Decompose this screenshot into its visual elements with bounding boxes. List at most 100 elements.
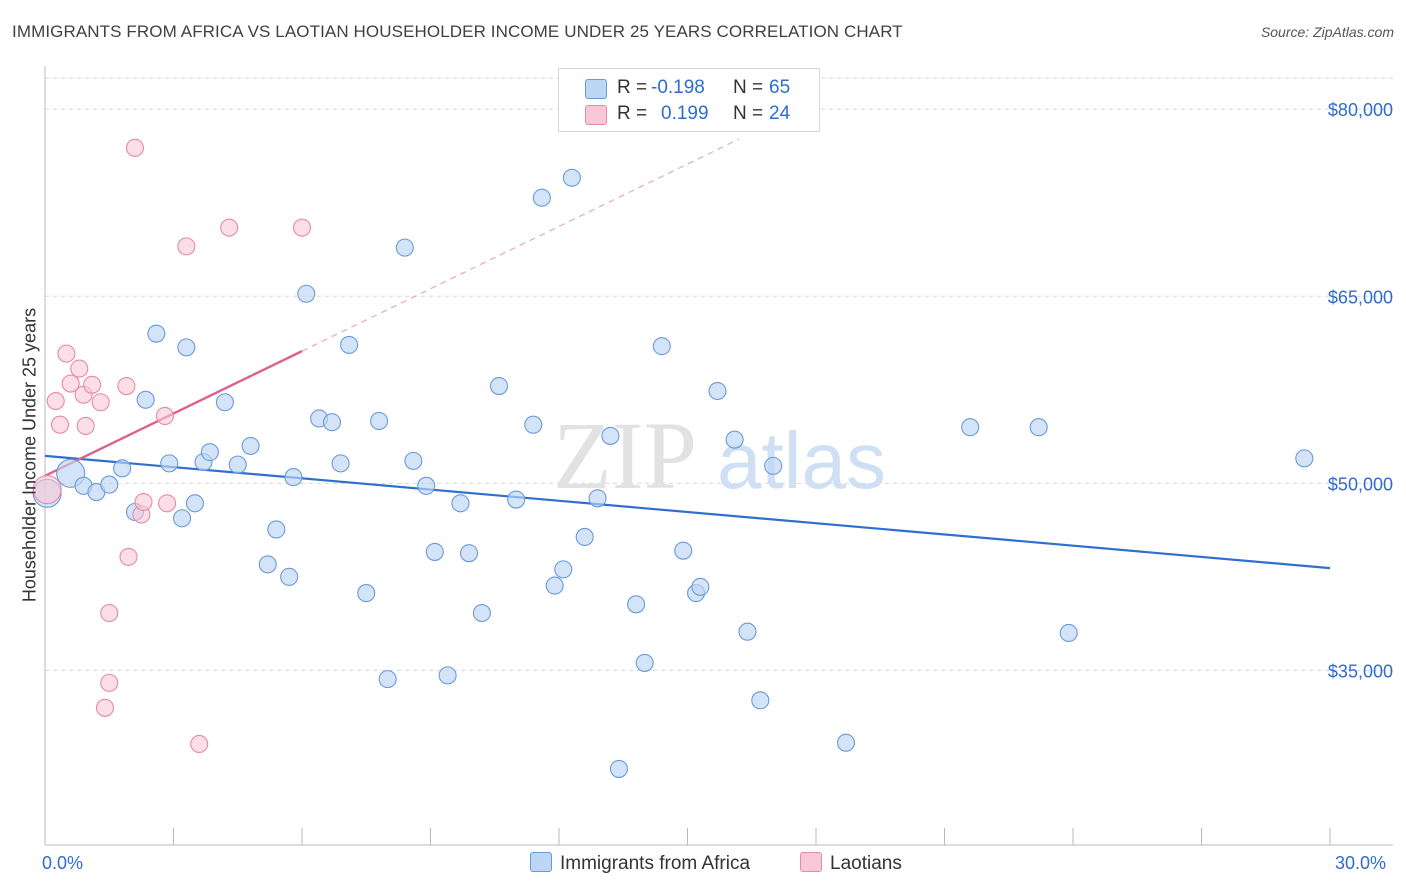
laotian-trend-extension (301, 138, 740, 352)
africa-point (340, 335, 359, 354)
africa-point (507, 490, 526, 509)
laotian-point (134, 492, 153, 512)
africa-swatch (530, 852, 552, 872)
africa-point (113, 459, 132, 478)
africa-point (562, 168, 581, 187)
laotian-point (190, 734, 209, 754)
laotian-point (100, 603, 119, 623)
legend-r-label: R = (617, 103, 648, 124)
africa-point (575, 527, 594, 547)
africa-point (395, 238, 414, 257)
axes (44, 66, 1393, 846)
africa-point (297, 284, 316, 303)
africa-point (708, 381, 727, 401)
africa-point (280, 567, 299, 586)
africa-point (738, 622, 757, 641)
africa-point (609, 759, 629, 778)
watermark-atlas: atlas (717, 416, 886, 505)
bottom-legend-africa: Immigrants from Africa (530, 852, 750, 875)
y-tick-label: $50,000 (1328, 474, 1393, 494)
laotian-point (76, 416, 95, 436)
africa-point (228, 455, 247, 474)
africa-point (1059, 623, 1078, 643)
africa-point (451, 494, 470, 513)
laotian-point (117, 376, 136, 396)
africa-point (532, 188, 551, 207)
africa-point (177, 338, 196, 357)
africa-point (674, 541, 693, 560)
africa-point (588, 489, 607, 508)
laotian-point (220, 218, 239, 237)
africa-point (417, 476, 436, 495)
africa-point (472, 603, 491, 623)
legend-r-label: R = (617, 77, 648, 98)
y-tick-label: $35,000 (1328, 661, 1393, 681)
africa-point (545, 576, 564, 595)
africa-point (357, 584, 376, 603)
bottom-legend-laotians: Laotians (800, 852, 902, 875)
y-tick-label: $80,000 (1328, 100, 1393, 120)
laotian-point (46, 391, 65, 411)
source-label: Source: ZipAtlas.com (1260, 24, 1394, 40)
africa-point (200, 443, 219, 462)
africa-point (524, 415, 543, 434)
correlation-legend: R = -0.198 N = 65 R = 0.199 N = 24 (558, 68, 820, 132)
africa-point (691, 577, 710, 596)
grid-lines (45, 77, 1393, 671)
laotian-point (95, 698, 115, 717)
africa-point (267, 520, 286, 539)
africa-point (1029, 418, 1048, 437)
africa-point (601, 426, 620, 445)
laotian-point (177, 237, 196, 256)
africa-point (185, 494, 204, 513)
africa-point (725, 430, 744, 449)
africa-swatch (585, 79, 607, 99)
africa-point (489, 376, 509, 396)
legend-n-label: N = (733, 103, 764, 124)
africa-points (32, 168, 1314, 778)
laotian-point (292, 218, 312, 237)
laotian-point (50, 415, 70, 434)
africa-point (961, 418, 980, 437)
bottom-legend-africa-label: Immigrants from Africa (560, 853, 751, 874)
africa-point (652, 337, 671, 356)
africa-point (836, 733, 856, 752)
africa-point (635, 653, 654, 672)
africa-point (554, 560, 573, 579)
laotian-point (158, 494, 177, 513)
africa-point (160, 454, 179, 473)
africa-point (370, 411, 389, 431)
laotian-point (57, 344, 76, 363)
africa-trend-line (44, 454, 1331, 570)
africa-n-value: 65 (769, 77, 791, 98)
laotian-swatch (585, 105, 607, 125)
legend-n-label: N = (733, 77, 764, 98)
laotian-point (125, 138, 144, 157)
africa-point (241, 436, 260, 455)
laotian-point (32, 475, 62, 505)
laotian-point (83, 375, 102, 394)
africa-point (322, 413, 342, 432)
laotian-point (155, 406, 174, 426)
africa-point (459, 544, 479, 563)
laotian-point (70, 359, 89, 378)
africa-r-value: -0.198 (651, 77, 705, 98)
watermark-zip: ZIP (553, 402, 697, 509)
x-tick-label-max: 30.0% (1335, 853, 1387, 873)
laotian-n-value: 24 (769, 103, 791, 124)
africa-point (215, 393, 234, 412)
y-tick-label: $65,000 (1328, 287, 1393, 307)
laotian-point (119, 547, 138, 566)
y-tick-labels: $35,000 $50,000 $65,000 $80,000 (1328, 100, 1393, 681)
laotian-r-value: 0.199 (661, 103, 709, 124)
africa-point (627, 595, 646, 614)
africa-point (331, 454, 350, 473)
chart-title: IMMIGRANTS FROM AFRICA VS LAOTIAN HOUSEH… (12, 22, 903, 41)
africa-point (404, 451, 423, 470)
africa-point (136, 390, 155, 409)
africa-point (425, 542, 444, 561)
africa-point (438, 666, 457, 685)
africa-point (764, 456, 783, 475)
y-axis-title: Householder Income Under 25 years (19, 307, 40, 603)
africa-point (173, 509, 192, 528)
